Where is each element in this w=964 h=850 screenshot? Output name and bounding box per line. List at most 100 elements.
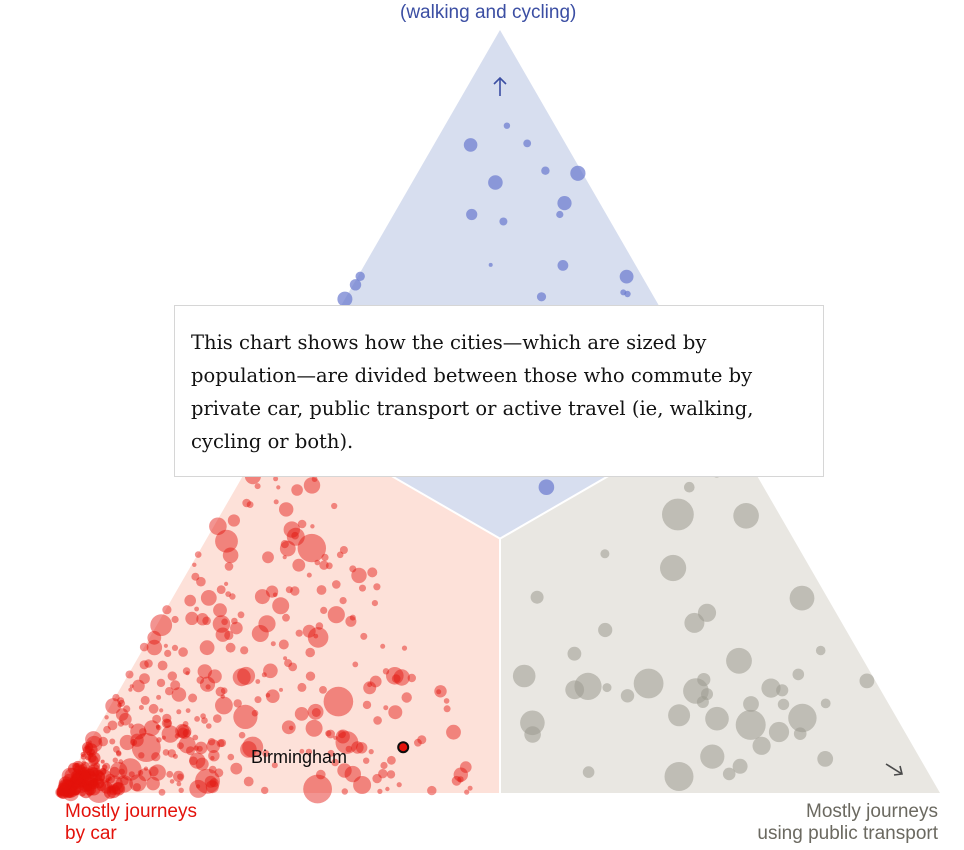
city-point xyxy=(327,606,345,624)
city-point xyxy=(319,560,329,570)
city-point xyxy=(207,738,216,746)
city-point xyxy=(213,714,222,723)
city-point xyxy=(216,739,225,748)
city-point xyxy=(386,667,404,685)
city-point xyxy=(225,642,236,653)
city-point xyxy=(556,210,564,219)
city-point xyxy=(215,627,230,642)
city-point xyxy=(733,503,759,529)
city-point xyxy=(212,615,231,633)
city-point xyxy=(231,617,238,625)
city-point xyxy=(171,615,179,624)
city-point xyxy=(283,521,300,538)
city-point xyxy=(242,498,251,508)
city-point xyxy=(197,664,212,679)
city-point xyxy=(178,727,188,738)
city-point xyxy=(339,546,348,554)
city-point xyxy=(158,788,166,796)
city-point xyxy=(192,562,197,567)
city-point xyxy=(387,755,396,765)
city-point xyxy=(344,765,361,783)
city-point xyxy=(117,720,125,727)
city-point xyxy=(189,756,198,766)
city-point xyxy=(582,766,595,778)
city-point xyxy=(541,166,550,175)
city-point xyxy=(570,165,586,181)
city-point xyxy=(306,572,312,578)
city-point xyxy=(258,615,276,633)
city-point xyxy=(185,611,199,626)
city-point xyxy=(633,668,664,699)
city-point xyxy=(279,502,294,517)
city-point xyxy=(305,719,323,737)
city-point xyxy=(186,746,195,756)
city-point xyxy=(620,289,627,296)
city-point xyxy=(382,668,390,675)
city-point xyxy=(110,762,128,780)
city-point xyxy=(467,785,473,791)
city-point xyxy=(325,730,332,737)
city-point xyxy=(565,680,585,700)
city-point xyxy=(345,615,357,627)
city-point xyxy=(351,567,367,584)
city-point xyxy=(436,689,442,695)
city-point xyxy=(184,594,196,607)
city-point xyxy=(768,721,790,743)
city-point xyxy=(156,694,162,700)
city-point xyxy=(175,723,190,739)
city-point xyxy=(139,673,150,684)
city-point xyxy=(388,705,403,720)
city-point xyxy=(251,625,269,642)
city-point xyxy=(206,739,220,753)
city-point xyxy=(185,671,190,676)
city-point xyxy=(80,753,87,760)
city-point xyxy=(288,725,294,731)
city-point xyxy=(193,745,199,751)
city-point xyxy=(362,700,372,710)
city-point xyxy=(130,733,144,747)
city-point xyxy=(305,647,316,658)
explainer-text: This chart shows how the cities—which ar… xyxy=(191,331,754,453)
city-point xyxy=(820,698,831,709)
city-point xyxy=(194,741,208,755)
city-point xyxy=(189,752,206,769)
city-point xyxy=(536,292,547,302)
city-point xyxy=(194,606,200,612)
city-point xyxy=(138,705,144,710)
city-point xyxy=(148,703,159,714)
city-point xyxy=(196,745,203,752)
city-point xyxy=(164,649,172,658)
city-point xyxy=(215,696,233,715)
city-point xyxy=(380,643,386,649)
city-point xyxy=(161,725,179,743)
city-point xyxy=(205,684,211,690)
city-point xyxy=(140,695,150,705)
city-point xyxy=(523,139,532,148)
city-point xyxy=(460,761,472,773)
city-point xyxy=(530,590,544,604)
city-point xyxy=(600,549,610,559)
city-point xyxy=(331,502,338,510)
city-point xyxy=(283,656,288,661)
city-point xyxy=(85,778,92,785)
city-point xyxy=(196,613,209,626)
corner-label-transit: Mostly journeys using public transport xyxy=(757,801,938,845)
corner-label-transit-line1: Mostly journeys xyxy=(806,801,938,822)
city-point xyxy=(660,554,687,582)
city-point xyxy=(793,727,807,740)
city-point xyxy=(118,699,126,707)
city-point xyxy=(453,767,468,782)
city-point xyxy=(230,621,243,635)
city-point xyxy=(137,770,144,776)
city-point xyxy=(281,720,296,735)
city-point xyxy=(132,783,141,792)
city-point xyxy=(363,681,377,695)
city-point xyxy=(726,647,752,674)
city-point xyxy=(620,689,635,703)
city-point xyxy=(72,773,84,785)
city-point xyxy=(224,630,234,641)
city-point xyxy=(163,719,173,728)
city-point xyxy=(139,660,149,670)
city-point xyxy=(352,661,359,668)
city-point xyxy=(162,749,170,756)
